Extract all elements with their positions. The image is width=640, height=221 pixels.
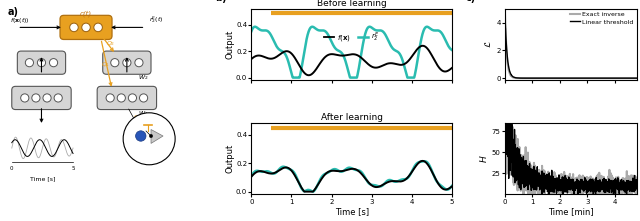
Circle shape [129, 94, 136, 102]
Circle shape [136, 131, 146, 141]
Circle shape [54, 94, 62, 102]
Legend: $f(\mathbf{x})$, $r_2^E$: $f(\mathbf{x})$, $r_2^E$ [321, 28, 382, 47]
Y-axis label: $H$: $H$ [478, 154, 489, 163]
Text: b): b) [215, 0, 227, 3]
Y-axis label: Output: Output [225, 144, 234, 173]
Text: a): a) [8, 7, 19, 17]
Text: $Q_2$: $Q_2$ [106, 39, 116, 48]
X-axis label: Time [min]: Time [min] [548, 208, 594, 216]
Text: $r_2^E(t)$: $r_2^E(t)$ [149, 14, 164, 25]
Title: Before learning: Before learning [317, 0, 387, 8]
Text: 5: 5 [71, 166, 75, 171]
Circle shape [49, 59, 58, 67]
Circle shape [123, 113, 175, 165]
Y-axis label: $\mathcal{L}$: $\mathcal{L}$ [483, 41, 493, 48]
Text: Time [s]: Time [s] [29, 176, 55, 181]
Circle shape [117, 94, 125, 102]
Text: 0: 0 [10, 166, 13, 171]
Legend: Exact inverse, Linear threshold: Exact inverse, Linear threshold [570, 12, 634, 25]
FancyBboxPatch shape [103, 51, 151, 74]
Text: c): c) [465, 0, 476, 3]
Text: $f(\mathbf{x}(t))$: $f(\mathbf{x}(t))$ [10, 16, 29, 25]
Circle shape [82, 23, 90, 32]
Circle shape [20, 94, 29, 102]
Circle shape [26, 59, 33, 67]
Circle shape [70, 23, 78, 32]
Text: c(t): c(t) [80, 11, 92, 17]
Text: $W_1$: $W_1$ [138, 109, 148, 118]
Text: $W_2$: $W_2$ [138, 73, 148, 82]
Circle shape [111, 59, 119, 67]
X-axis label: Time [s]: Time [s] [335, 208, 369, 216]
FancyBboxPatch shape [97, 86, 157, 110]
Text: $Q_1\mathbf{c}(t)$: $Q_1\mathbf{c}(t)$ [132, 113, 151, 122]
Circle shape [37, 59, 45, 67]
Circle shape [149, 134, 153, 138]
Circle shape [123, 59, 131, 67]
FancyBboxPatch shape [17, 51, 66, 74]
Circle shape [43, 94, 51, 102]
Circle shape [135, 59, 143, 67]
Y-axis label: Output: Output [225, 30, 234, 59]
Circle shape [94, 23, 102, 32]
Text: $Q_1$: $Q_1$ [101, 60, 110, 69]
FancyBboxPatch shape [60, 15, 112, 40]
FancyBboxPatch shape [12, 86, 71, 110]
Circle shape [106, 94, 115, 102]
Circle shape [32, 94, 40, 102]
Polygon shape [151, 130, 163, 143]
Circle shape [140, 94, 148, 102]
Title: After learning: After learning [321, 113, 383, 122]
